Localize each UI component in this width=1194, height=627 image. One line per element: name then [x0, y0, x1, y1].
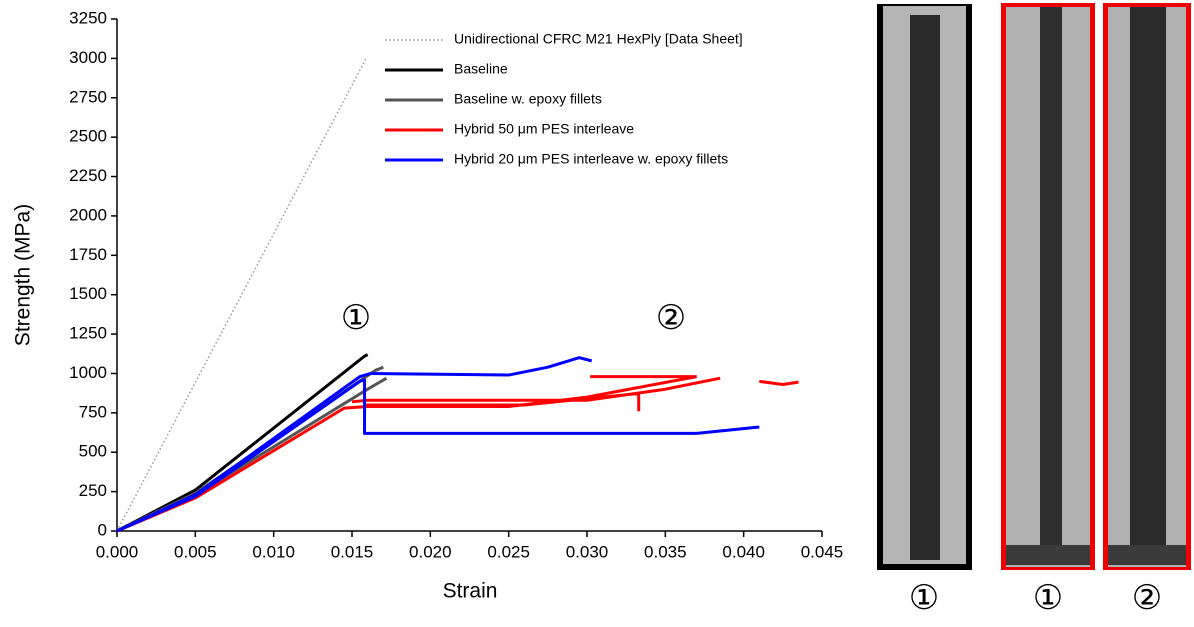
- y-tick-label: 2750: [69, 87, 107, 106]
- x-tick-label: 0.000: [96, 542, 139, 561]
- x-axis-label: Strain: [443, 580, 498, 603]
- x-tick-label: 0.035: [644, 542, 687, 561]
- x-tick-label: 0.020: [409, 542, 452, 561]
- y-tick-label: 250: [79, 481, 107, 500]
- y-tick-label: 2250: [69, 166, 107, 185]
- series-line: [116, 353, 369, 533]
- x-tick-label: 0.005: [174, 542, 217, 561]
- series-line: [116, 375, 799, 533]
- y-tick-label: 0: [98, 520, 107, 539]
- legend-label: Unidirectional CFRC M21 HexPly [Data She…: [454, 31, 743, 47]
- x-tick-label: 0.030: [566, 542, 609, 561]
- annotation: ②: [656, 299, 686, 337]
- x-tick-label: 0.010: [252, 542, 295, 561]
- specimen: [910, 15, 940, 560]
- y-tick-label: 1500: [69, 284, 107, 303]
- y-tick-label: 1000: [69, 363, 107, 382]
- y-tick-label: 2500: [69, 127, 107, 146]
- y-axis-label: Strength (MPa): [12, 204, 35, 346]
- specimen: [1130, 7, 1166, 552]
- y-tick-label: 1250: [69, 324, 107, 343]
- grip: [1108, 545, 1186, 565]
- y-tick-label: 1750: [69, 245, 107, 264]
- legend-label: Baseline w. epoxy fillets: [454, 91, 602, 107]
- x-tick-label: 0.015: [331, 542, 374, 561]
- y-tick-label: 3250: [69, 8, 107, 27]
- x-tick-label: 0.025: [487, 542, 530, 561]
- series-line: [116, 356, 760, 533]
- photo-label: ①: [1033, 579, 1063, 617]
- photo-label: ①: [909, 579, 939, 617]
- annotation: ①: [341, 299, 371, 337]
- y-tick-label: 2000: [69, 205, 107, 224]
- photo-label: ②: [1132, 579, 1162, 617]
- specimen: [1040, 7, 1062, 552]
- y-tick-label: 3000: [69, 48, 107, 67]
- grip: [1006, 545, 1090, 565]
- series-line: [116, 58, 367, 532]
- y-tick-label: 750: [79, 402, 107, 421]
- photos: [877, 3, 1191, 570]
- legend-label: Hybrid 20 μm PES interleave w. epoxy fil…: [454, 151, 728, 167]
- y-tick-label: 500: [79, 442, 107, 461]
- legend-label: Hybrid 50 μm PES interleave: [454, 121, 634, 137]
- x-tick-label: 0.045: [801, 542, 844, 561]
- legend-label: Baseline: [454, 61, 508, 77]
- x-tick-label: 0.040: [722, 542, 765, 561]
